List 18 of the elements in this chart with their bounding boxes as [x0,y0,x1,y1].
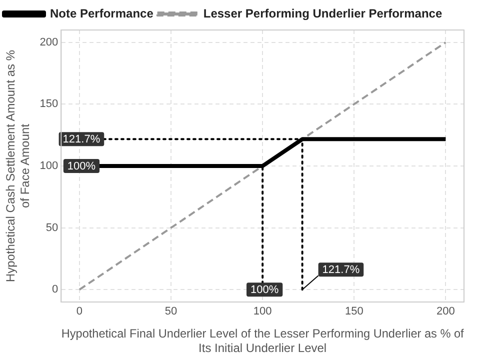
x-tick-label: 100 [253,306,272,318]
y-tick-label: 100 [40,160,58,172]
y-tick-label: 50 [46,222,58,234]
legend-label: Lesser Performing Underlier Performance [203,6,442,20]
annotation: 100% [250,284,279,296]
x-tick-label: 150 [344,306,364,318]
x-tick-label: 0 [76,306,83,318]
legend-label: Note Performance [50,6,154,20]
annotation: 100% [67,160,96,173]
annotation: 121.7% [322,264,360,276]
x-tick-label: 200 [436,306,455,318]
x-axis-title: Hypothetical Final Underlier Level of the Lesser Performing Underlier as % of Its Initial Underlier Level [61,326,464,356]
annotation: 121.7% [62,134,100,146]
y-tick-label: 200 [40,36,58,48]
y-tick-label: 150 [40,98,58,110]
x-tick-label: 50 [164,306,178,318]
y-tick-label: 0 [52,284,58,296]
y-axis-title: Hypothetical Cash Settlement Amount as % of Face Amount [4,50,32,282]
